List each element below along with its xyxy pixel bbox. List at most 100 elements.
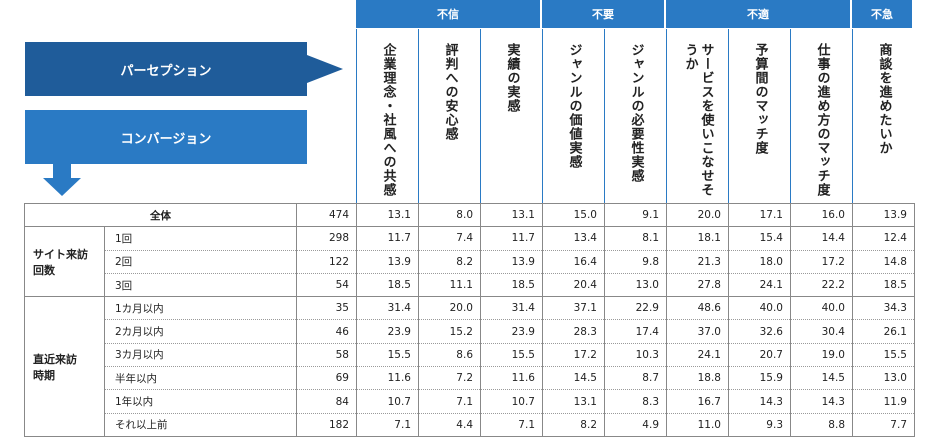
value-cell: 8.8 [790, 413, 853, 437]
table-row: 2回 122 13.9 8.2 13.9 16.4 9.8 21.3 18.0 17.2 14.8 [25, 250, 915, 274]
column-header: ジャンルの必要性実感 [604, 29, 666, 203]
table-row: サイト来訪 回数 1回 298 11.7 7.4 11.7 13.4 8.1 18.1 15.4 14… [24, 226, 915, 298]
category-header: 不信 [356, 0, 540, 28]
value-cell: 8.2 [542, 413, 605, 437]
category-header: 不適 [666, 0, 850, 28]
sample-size: 58 [296, 343, 357, 368]
value-cell: 28.3 [542, 319, 605, 344]
value-cell: 9.8 [604, 250, 667, 274]
value-cell: 8.3 [604, 389, 667, 414]
data-table: 全体 474 13.1 8.0 13.1 15.0 9.1 20.0 17.1 16.0 13.9 サ… [24, 203, 915, 437]
column-header: 仕事の進め方のマッチ度 [790, 29, 852, 203]
value-cell: 14.4 [790, 226, 853, 251]
value-cell: 21.3 [666, 250, 729, 274]
value-cell: 13.1 [480, 203, 543, 228]
value-cell: 16.7 [666, 389, 729, 414]
value-cell: 7.2 [418, 366, 481, 391]
column-header: サービスを使いこなせそうか [666, 29, 728, 203]
perception-arrow: パーセプション [25, 42, 307, 96]
value-cell: 13.9 [480, 250, 543, 274]
value-cell: 17.2 [790, 250, 853, 274]
row-label: 2カ月以内 [104, 319, 297, 344]
row-label: 1カ月以内 [104, 296, 297, 321]
table-row: それ以上前 182 7.1 4.4 7.1 8.2 4.9 11.0 9.3 8.8 7.7 [25, 413, 915, 437]
value-cell: 11.7 [356, 226, 419, 251]
value-cell: 4.4 [418, 413, 481, 437]
column-header-label: 企業理念・社風への共感 [380, 43, 396, 197]
row-label: それ以上前 [104, 413, 297, 437]
value-cell: 10.3 [604, 343, 667, 368]
value-cell: 18.5 [356, 273, 419, 298]
column-header-label: 仕事の進め方のマッチ度 [814, 43, 830, 197]
value-cell: 40.0 [790, 296, 853, 321]
table-row: 3回 54 18.5 11.1 18.5 20.4 13.0 27.8 24.1 22.2 18.5 [25, 273, 915, 298]
value-cell: 12.4 [852, 226, 915, 251]
column-header-label: 評判への安心感 [442, 43, 458, 141]
row-label: 3回 [104, 273, 297, 298]
column-header-label: サービスを使いこなせそうか [682, 43, 714, 197]
value-cell: 11.1 [418, 273, 481, 298]
value-cell: 11.7 [480, 226, 543, 251]
column-header-label: ジャンルの必要性実感 [628, 43, 644, 183]
value-cell: 13.9 [356, 250, 419, 274]
value-cell: 20.0 [666, 203, 729, 228]
value-cell: 18.1 [666, 226, 729, 251]
value-cell: 8.0 [418, 203, 481, 228]
value-cell: 19.0 [790, 343, 853, 368]
value-cell: 11.6 [356, 366, 419, 391]
column-header: ジャンルの価値実感 [542, 29, 604, 203]
value-cell: 13.1 [356, 203, 419, 228]
value-cell: 20.0 [418, 296, 481, 321]
value-cell: 14.5 [790, 366, 853, 391]
value-cell: 23.9 [480, 319, 543, 344]
value-cell: 13.9 [852, 203, 915, 228]
conversion-arrow: コンバージョン [25, 110, 307, 164]
column-header-label: 実績の実感 [504, 43, 520, 113]
sample-size: 182 [296, 413, 357, 437]
value-cell: 11.0 [666, 413, 729, 437]
value-cell: 14.8 [852, 250, 915, 274]
value-cell: 20.4 [542, 273, 605, 298]
value-cell: 4.9 [604, 413, 667, 437]
value-cell: 27.8 [666, 273, 729, 298]
value-cell: 22.9 [604, 296, 667, 321]
column-header-label: 商談を進めたいか [876, 43, 892, 155]
value-cell: 17.2 [542, 343, 605, 368]
table-row: 直近来訪 時期 1カ月以内 35 31.4 20.0 31.4 37.1 22.9 48.6 40.… [24, 296, 915, 437]
sample-size: 69 [296, 366, 357, 391]
value-cell: 37.1 [542, 296, 605, 321]
value-cell: 7.4 [418, 226, 481, 251]
value-cell: 26.1 [852, 319, 915, 344]
value-cell: 17.1 [728, 203, 791, 228]
value-cell: 7.1 [356, 413, 419, 437]
row-label: 2回 [104, 250, 297, 274]
value-cell: 20.7 [728, 343, 791, 368]
table-row: 2カ月以内 46 23.9 15.2 23.9 28.3 17.4 37.0 32.6 30.4 2… [25, 319, 915, 344]
conversion-arrow-stem [53, 164, 71, 179]
column-header: 商談を進めたいか [852, 29, 914, 203]
value-cell: 16.4 [542, 250, 605, 274]
category-header: 不要 [542, 0, 664, 28]
value-cell: 18.5 [852, 273, 915, 298]
value-cell: 31.4 [356, 296, 419, 321]
value-cell: 34.3 [852, 296, 915, 321]
value-cell: 8.6 [418, 343, 481, 368]
value-cell: 11.9 [852, 389, 915, 414]
row-label: 1年以内 [104, 389, 297, 414]
value-cell: 15.5 [480, 343, 543, 368]
value-cell: 31.4 [480, 296, 543, 321]
value-cell: 24.1 [728, 273, 791, 298]
table-row: 3カ月以内 58 15.5 8.6 15.5 17.2 10.3 24.1 20.7 19.0 15… [25, 343, 915, 368]
column-header: 評判への安心感 [418, 29, 480, 203]
value-cell: 9.1 [604, 203, 667, 228]
value-cell: 23.9 [356, 319, 419, 344]
sample-size: 35 [296, 296, 357, 321]
value-cell: 17.4 [604, 319, 667, 344]
perception-arrow-head [307, 55, 343, 83]
value-cell: 8.7 [604, 366, 667, 391]
column-header-label: ジャンルの価値実感 [566, 43, 582, 169]
table-row: 半年以内 69 11.6 7.2 11.6 14.5 8.7 18.8 15.9 14.5 13.0 [25, 366, 915, 391]
row-group-label: サイト来訪 回数 [24, 226, 105, 298]
sample-size: 122 [296, 250, 357, 274]
perception-label: パーセプション [120, 63, 212, 79]
